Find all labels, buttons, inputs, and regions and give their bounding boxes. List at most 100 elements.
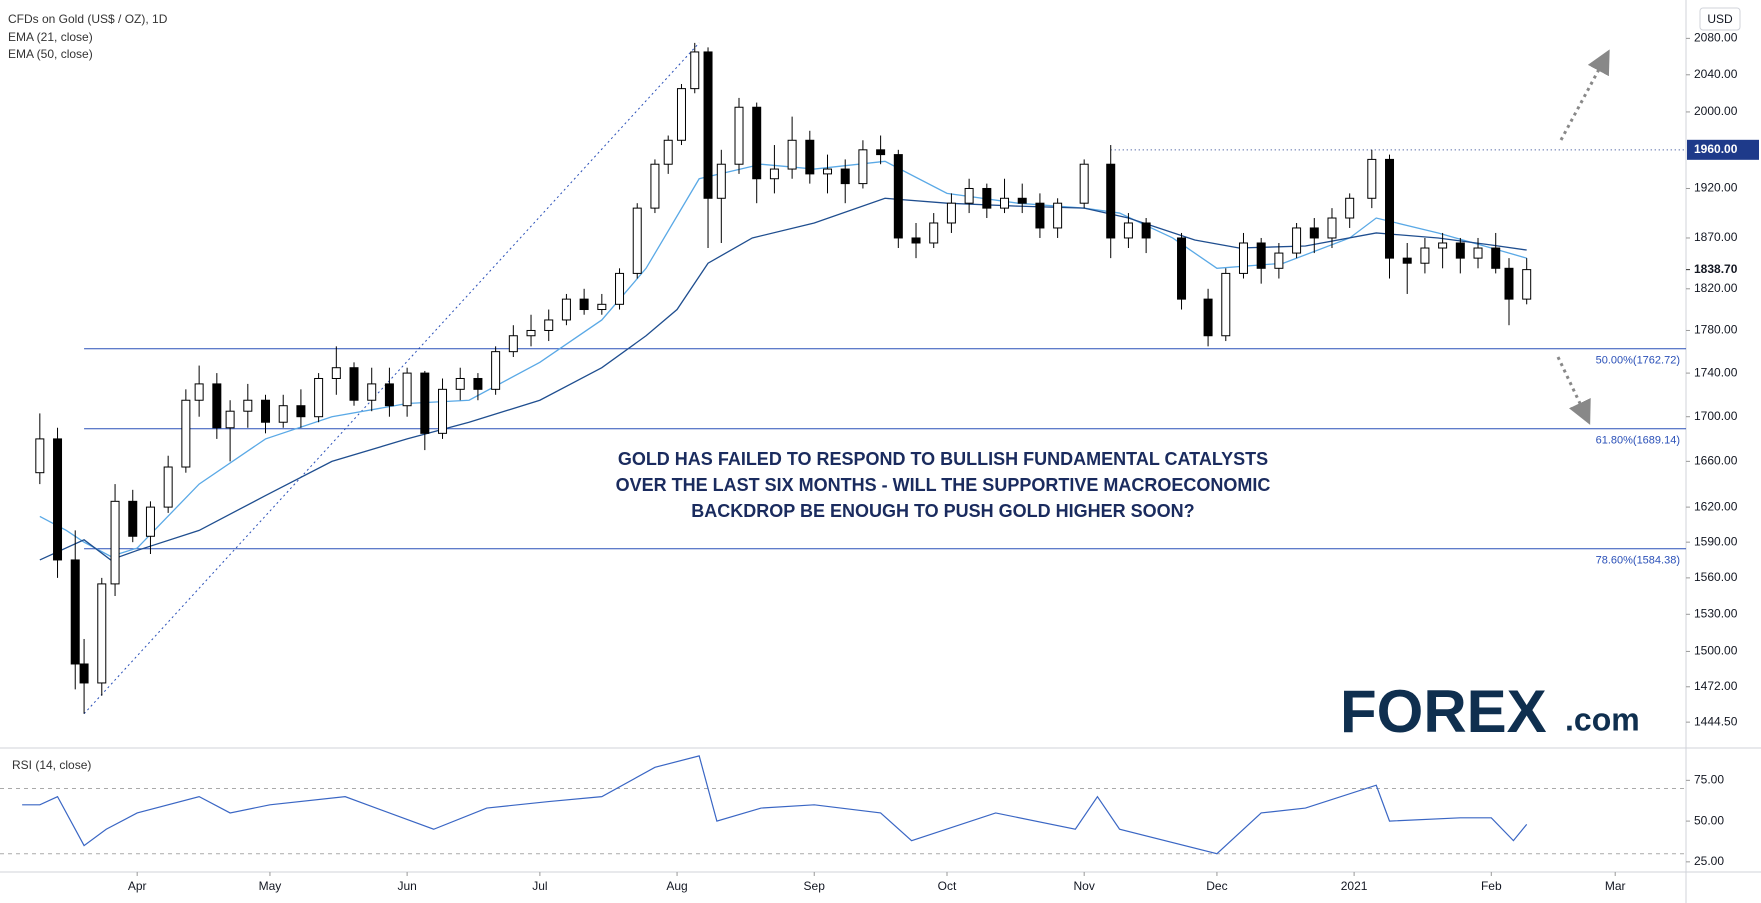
y-tick-label: 1472.00 [1694, 679, 1738, 693]
candle-body [70, 559, 80, 665]
candle-body [128, 500, 138, 537]
candle-body [769, 168, 779, 180]
x-tick-label: Jul [532, 879, 547, 893]
price-line-label: 1960.00 [1694, 142, 1738, 156]
candle-body [212, 383, 222, 429]
candle-body [597, 303, 607, 311]
candle-body [823, 168, 833, 175]
candle-body [491, 351, 501, 390]
candle-body [420, 372, 430, 434]
x-tick-label: Apr [128, 879, 147, 893]
candle-body [1438, 242, 1448, 249]
candle-body [1000, 197, 1010, 209]
y-tick-label: 2040.00 [1694, 67, 1738, 81]
candle-body [1177, 237, 1187, 300]
x-tick-label: Dec [1206, 879, 1227, 893]
currency-box[interactable] [1699, 7, 1741, 31]
candle-body [805, 139, 815, 175]
candle-body [1327, 217, 1337, 239]
candle-body [690, 51, 700, 90]
candle-body [1504, 267, 1514, 300]
candle-body [145, 506, 155, 537]
candle-body [225, 410, 235, 429]
candle-body [97, 583, 107, 684]
x-tick-label: Mar [1605, 879, 1626, 893]
y-tick-label: 1660.00 [1694, 454, 1738, 468]
y-tick-label: 1444.50 [1694, 714, 1738, 728]
candle-body [663, 139, 673, 165]
candle-body [1079, 163, 1089, 204]
y-tick-label: 1870.00 [1694, 230, 1738, 244]
candle-body [579, 298, 589, 311]
candle-body [561, 298, 571, 321]
candle-body [1203, 298, 1213, 337]
candle-body [349, 367, 359, 401]
y-tick-label: 1820.00 [1694, 281, 1738, 295]
candle-body [79, 663, 89, 684]
candle-body [632, 207, 642, 274]
candle-body [53, 438, 63, 561]
candle-body [929, 222, 939, 244]
x-tick-label: Nov [1074, 879, 1095, 893]
candle-body [1309, 227, 1319, 239]
candle-body [1292, 227, 1302, 254]
candle-body [1035, 202, 1045, 229]
x-tick-label: 2021 [1341, 879, 1368, 893]
x-tick-label: Feb [1481, 879, 1502, 893]
candle-body [1106, 163, 1116, 239]
candle-body [876, 149, 886, 156]
candle-body [194, 383, 204, 401]
candle-body [278, 405, 288, 423]
candle-body [367, 383, 377, 401]
candle-body [1473, 247, 1483, 259]
y-tick-label: 1560.00 [1694, 570, 1738, 584]
candle-body [1238, 242, 1248, 274]
logo: FOREX [1340, 678, 1547, 745]
candle-body [110, 500, 120, 585]
fib-label: 78.60%(1584.38) [1596, 555, 1680, 567]
candle-body [946, 202, 956, 224]
candle-body [676, 88, 686, 141]
candle-body [402, 372, 412, 407]
candle-body [716, 163, 726, 199]
y-tick-label: 2000.00 [1694, 104, 1738, 118]
rsi-title: RSI (14, close) [12, 758, 91, 772]
candle-body [840, 168, 850, 185]
y-tick-label: 1620.00 [1694, 499, 1738, 513]
candle-body [1123, 222, 1133, 239]
currency: USD [1707, 12, 1733, 26]
y-tick-label: 1740.00 [1694, 365, 1738, 379]
candle-body [650, 163, 660, 209]
candle-body [544, 319, 554, 331]
trendline [83, 42, 700, 715]
candle-body [455, 377, 465, 390]
y-tick-label: 1920.00 [1694, 181, 1738, 195]
candle-body [1491, 247, 1501, 269]
candle-body [1256, 242, 1266, 269]
y-tick-label: 25.00 [1694, 854, 1724, 868]
fib-label: 61.80%(1689.14) [1596, 435, 1680, 447]
candle-body [1221, 272, 1231, 337]
candle-body [615, 272, 625, 305]
y-tick-label: 1530.00 [1694, 606, 1738, 620]
y-tick-label: 50.00 [1694, 813, 1724, 827]
candle-body [893, 154, 903, 239]
x-tick-label: Oct [938, 879, 957, 893]
candle-body [1367, 158, 1377, 199]
candle-body [911, 237, 921, 244]
candle-body [1455, 242, 1465, 259]
candle-body [964, 187, 974, 204]
y-tick-label: 1590.00 [1694, 534, 1738, 548]
candle-body [526, 329, 536, 337]
candle-body [1420, 247, 1430, 264]
candle-body [163, 466, 173, 508]
candle-body [1385, 158, 1395, 259]
annotation: OVER THE LAST SIX MONTHS - WILL THE SUPP… [616, 475, 1271, 495]
fib-label: 50.00%(1762.72) [1596, 355, 1680, 367]
candle-body [858, 149, 868, 185]
candle-body [1141, 222, 1151, 239]
series-line [22, 755, 1528, 855]
candle-body [508, 335, 518, 353]
ema21-legend: EMA (21, close) [8, 30, 93, 44]
